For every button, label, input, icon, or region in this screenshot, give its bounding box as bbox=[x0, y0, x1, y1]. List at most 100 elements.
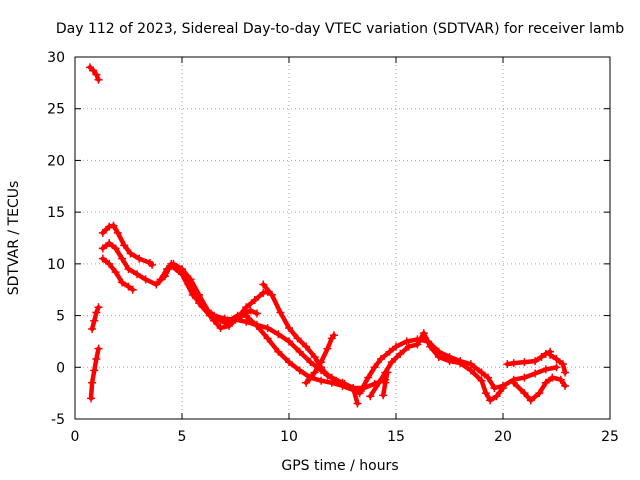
data-point bbox=[216, 323, 225, 332]
data-point bbox=[387, 358, 396, 367]
data-point bbox=[250, 296, 259, 305]
data-point bbox=[259, 280, 268, 289]
y-axis-label: SDTVAR / TECUs bbox=[6, 181, 22, 296]
data-point bbox=[370, 363, 379, 372]
series-arc-a bbox=[85, 63, 103, 84]
data-point bbox=[233, 311, 242, 320]
data-point bbox=[310, 368, 319, 377]
series-arc-m bbox=[366, 329, 507, 405]
data-point bbox=[396, 349, 405, 358]
series-arc-h bbox=[167, 261, 390, 392]
axis-ticks bbox=[74, 56, 611, 420]
series-line bbox=[261, 282, 360, 406]
data-point bbox=[89, 66, 98, 75]
y-tick-label: 20 bbox=[47, 153, 65, 169]
series-line bbox=[89, 305, 101, 332]
data-point bbox=[126, 249, 135, 258]
data-point bbox=[310, 352, 319, 361]
x-tick-label: 10 bbox=[280, 429, 298, 445]
series-line bbox=[357, 337, 559, 396]
data-point bbox=[385, 347, 394, 356]
data-point bbox=[548, 373, 557, 382]
data-point bbox=[90, 316, 99, 325]
data-point bbox=[186, 275, 195, 284]
data-point bbox=[499, 383, 507, 392]
x-tick-label: 5 bbox=[178, 429, 187, 445]
series-arc-o bbox=[503, 347, 555, 369]
chart-title: Day 112 of 2023, Sidereal Day-to-day VTE… bbox=[56, 21, 624, 37]
data-point bbox=[509, 359, 518, 368]
data-point bbox=[413, 340, 422, 349]
data-point bbox=[456, 359, 465, 368]
data-point bbox=[323, 344, 332, 353]
data-point bbox=[141, 275, 150, 284]
data-point bbox=[87, 394, 96, 403]
data-point bbox=[152, 280, 161, 289]
data-point bbox=[317, 358, 326, 367]
data-point bbox=[111, 244, 120, 253]
data-point bbox=[163, 265, 172, 274]
series-arc-l bbox=[355, 335, 561, 398]
data-point bbox=[364, 373, 373, 382]
data-point bbox=[293, 334, 302, 343]
data-point bbox=[392, 342, 400, 351]
y-tick-label: 30 bbox=[47, 50, 65, 66]
series-arc-k bbox=[302, 331, 338, 387]
x-tick-label: 15 bbox=[387, 429, 405, 445]
data-point bbox=[274, 347, 283, 356]
series-arc-q bbox=[546, 350, 570, 377]
data-point bbox=[195, 299, 204, 308]
data-point bbox=[466, 366, 475, 375]
series-arc-c bbox=[87, 344, 103, 403]
data-point bbox=[92, 70, 101, 79]
series-arc-f bbox=[98, 254, 137, 294]
data-point bbox=[285, 337, 293, 346]
data-point bbox=[135, 254, 144, 263]
data-point bbox=[94, 75, 103, 84]
data-point bbox=[492, 392, 501, 401]
data-point bbox=[92, 355, 101, 364]
data-point bbox=[558, 360, 567, 369]
data-point bbox=[520, 373, 529, 382]
data-point bbox=[88, 378, 97, 387]
data-point bbox=[156, 275, 165, 284]
data-point bbox=[526, 396, 535, 405]
y-tick-label: 0 bbox=[56, 360, 65, 376]
data-point bbox=[118, 254, 127, 263]
data-point bbox=[340, 379, 349, 388]
data-point bbox=[205, 311, 214, 320]
data-point bbox=[353, 399, 362, 408]
data-point bbox=[561, 368, 570, 377]
data-point bbox=[120, 241, 129, 250]
data-point bbox=[419, 329, 428, 338]
data-point bbox=[484, 373, 493, 382]
x-tick-label: 20 bbox=[494, 429, 512, 445]
data-point bbox=[349, 383, 358, 392]
data-point bbox=[302, 378, 311, 387]
series-arc-i bbox=[184, 280, 364, 398]
data-point bbox=[124, 282, 133, 291]
data-point bbox=[113, 228, 122, 237]
data-point bbox=[531, 369, 540, 378]
data-point bbox=[295, 366, 304, 375]
data-point bbox=[486, 396, 495, 405]
data-point bbox=[295, 347, 304, 356]
data-point bbox=[381, 378, 390, 387]
data-point bbox=[531, 357, 540, 366]
data-point bbox=[109, 221, 118, 230]
data-point bbox=[267, 290, 276, 299]
data-point bbox=[520, 358, 529, 367]
y-tick-label: 15 bbox=[47, 205, 65, 221]
data-point bbox=[252, 321, 261, 330]
x-tick-label: 0 bbox=[71, 429, 80, 445]
series-arc-b bbox=[88, 303, 103, 334]
series-line bbox=[547, 352, 568, 375]
grid bbox=[75, 57, 610, 419]
data-point bbox=[246, 306, 255, 315]
data-point bbox=[477, 376, 486, 385]
data-point bbox=[98, 228, 107, 237]
data-point bbox=[535, 389, 544, 398]
data-point bbox=[88, 325, 97, 334]
data-point bbox=[445, 357, 454, 366]
data-point bbox=[332, 376, 341, 385]
